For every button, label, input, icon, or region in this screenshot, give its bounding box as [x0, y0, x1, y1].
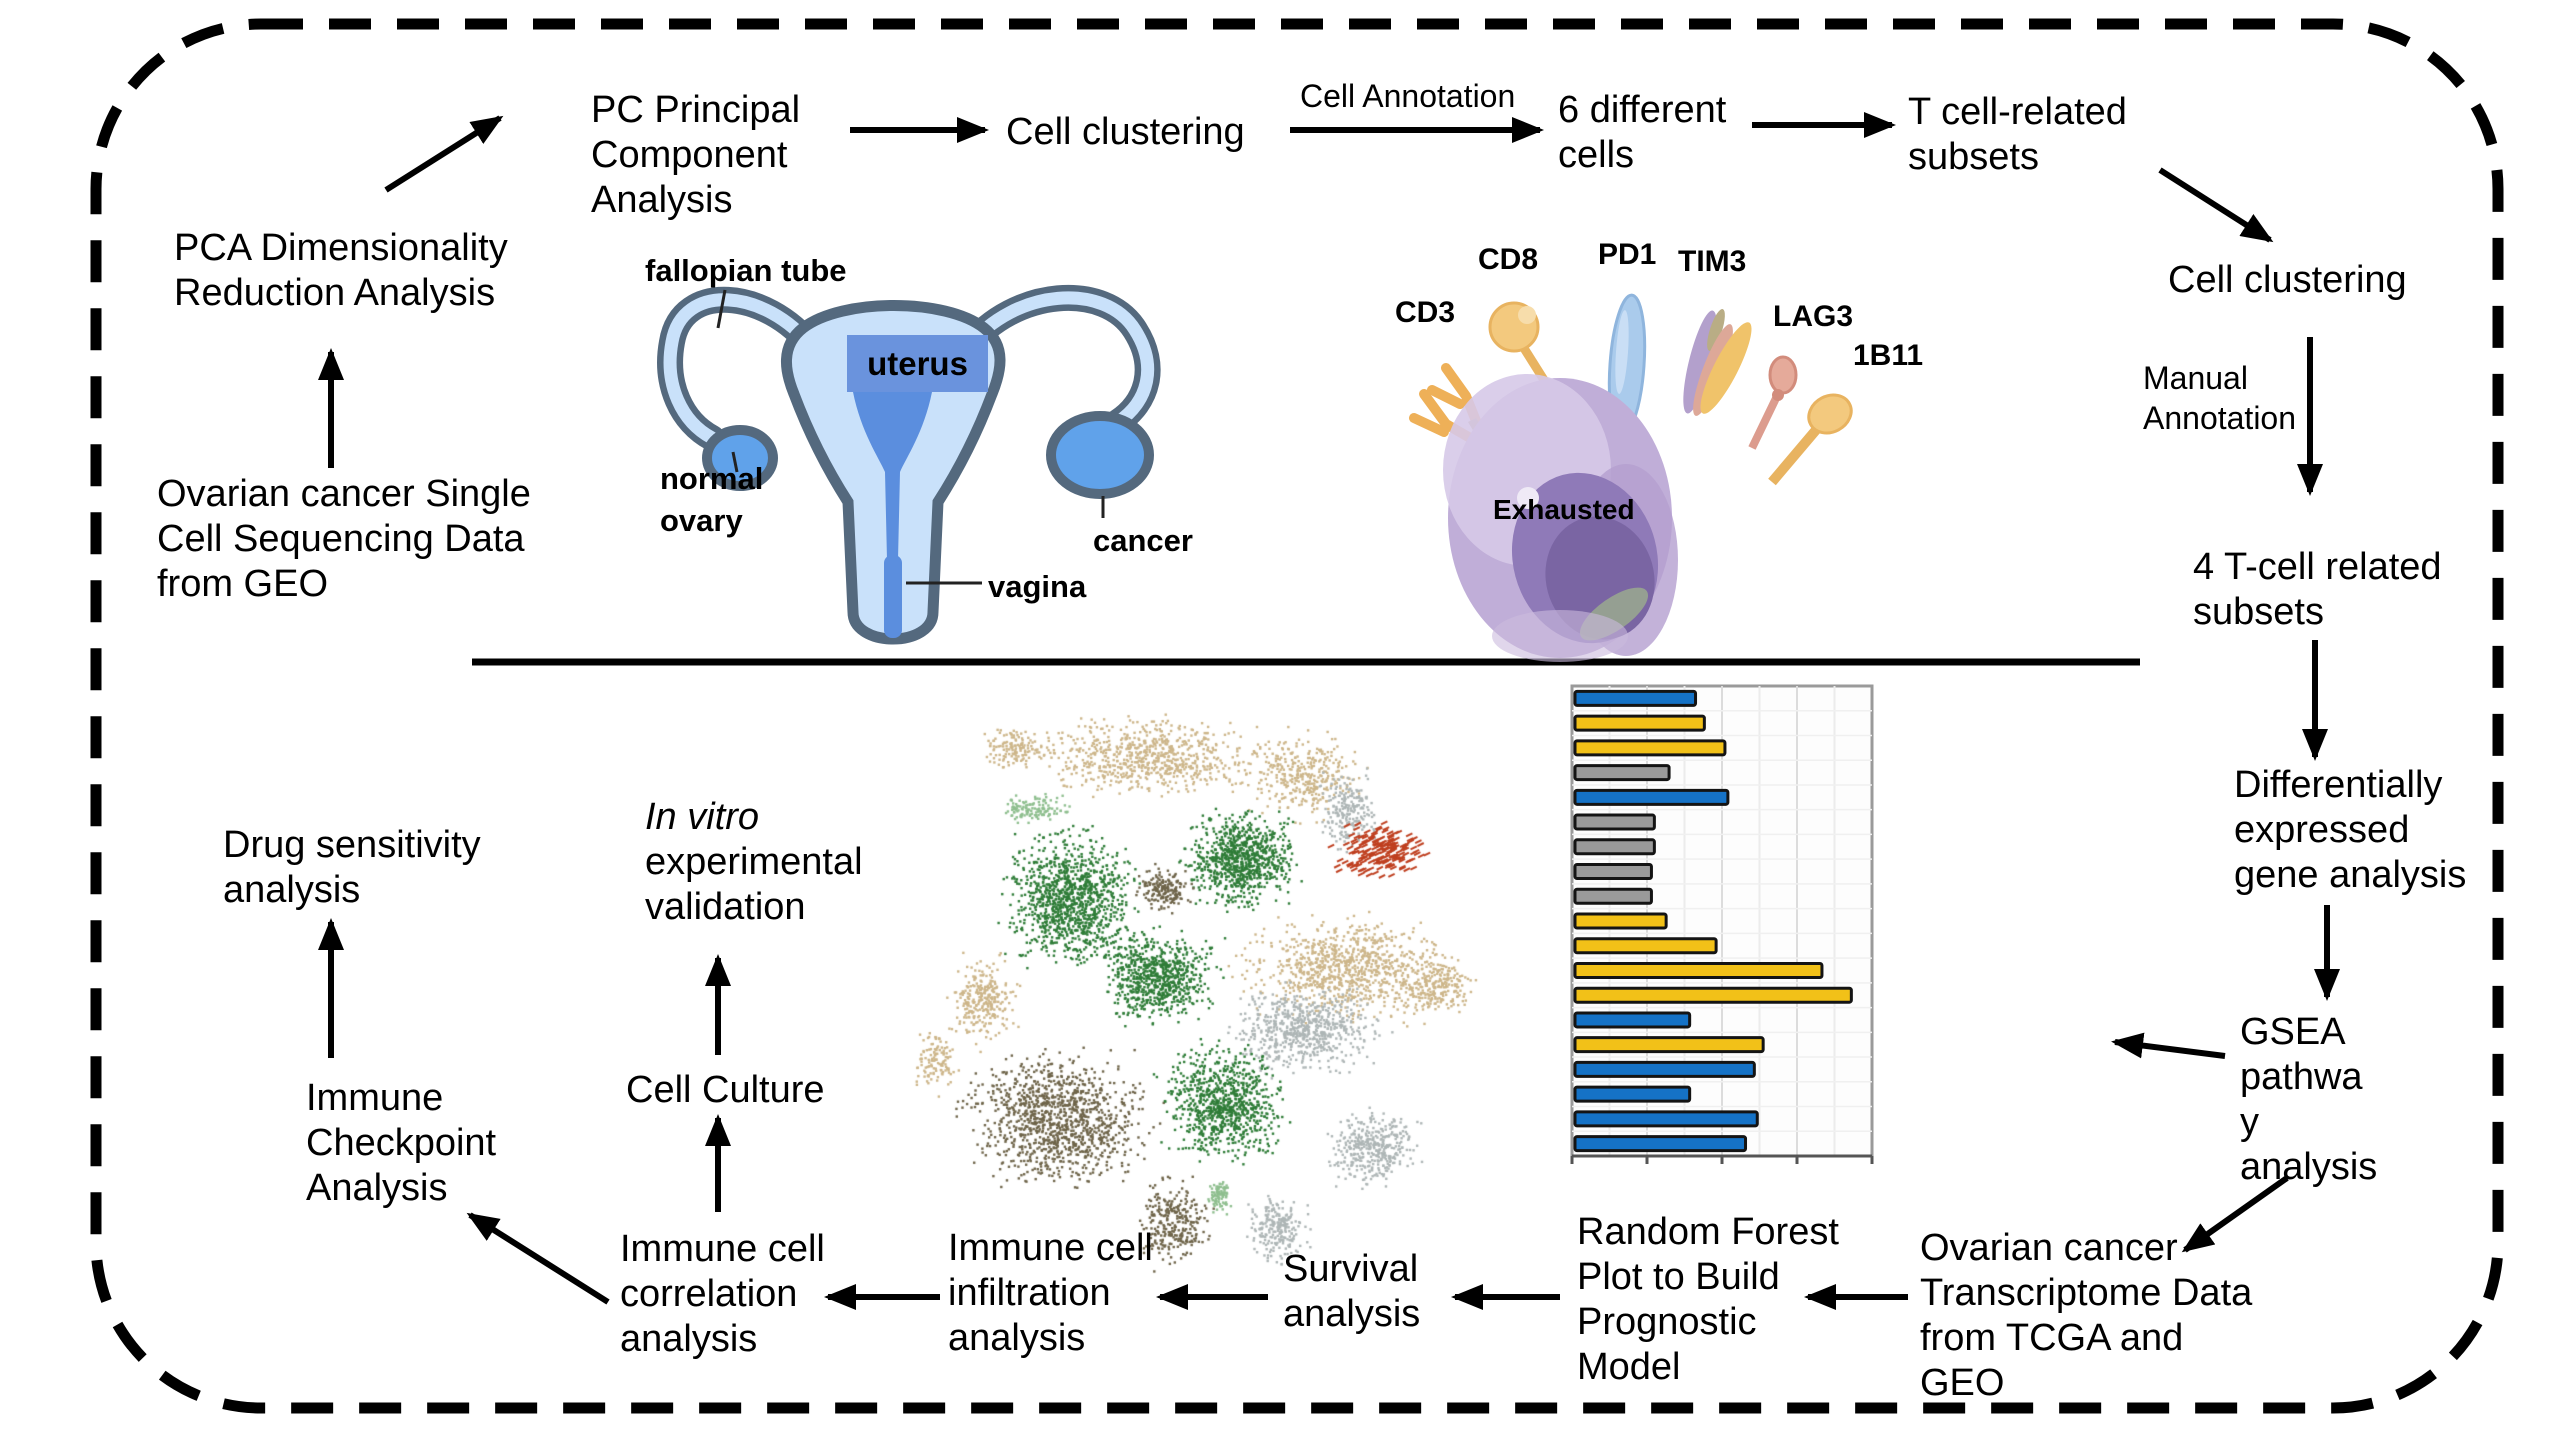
exhausted-tcell-illustration	[1409, 293, 1853, 662]
node-cell-culture: Cell Culture	[626, 1069, 825, 1111]
node-four-tcell-subsets: 4 T-cell related subsets	[2193, 546, 2442, 633]
dashed-border	[90, 18, 2504, 1414]
node-infiltration-analysis: Immune cell infiltration analysis	[948, 1227, 1153, 1359]
node-six-different-cells: 6 different cells	[1558, 89, 1727, 176]
label-marker-1b11: 1B11	[1853, 339, 1924, 372]
edge-label-manual-annotation: Manual Annotation	[2143, 360, 2297, 436]
label-exhausted: Exhausted	[1493, 494, 1635, 525]
node-cell-clustering-top: Cell clustering	[1006, 111, 1245, 153]
normal-ovary-shape	[702, 425, 778, 491]
node-sc-data: Ovarian cancer Single Cell Sequencing Da…	[157, 473, 531, 605]
node-correlation-analysis: Immune cell correlation analysis	[620, 1228, 825, 1360]
label-marker-lag3: LAG3	[1773, 300, 1854, 333]
node-immune-checkpoint: Immune Checkpoint Analysis	[306, 1077, 497, 1209]
label-marker-cd8: CD8	[1478, 243, 1539, 276]
node-drug-sensitivity: Drug sensitivity analysis	[223, 824, 481, 911]
node-cell-clustering-right: Cell clustering	[2168, 259, 2407, 301]
invitro-italic-text: In vitro	[645, 796, 760, 838]
label-marker-pd1: PD1	[1598, 238, 1657, 271]
label-uterus: uterus	[847, 335, 988, 392]
edge-label-cell-annotation: Cell Annotation	[1300, 78, 1516, 114]
cancer-ovary-shape	[1046, 411, 1154, 499]
label-cancer: cancer	[1093, 523, 1193, 558]
node-pc-principal: PC Principal Component Analysis	[591, 89, 801, 221]
label-normal-ovary: normal ovary	[660, 461, 764, 538]
node-deg-analysis: Differentially expressed gene analysis	[2234, 764, 2467, 896]
label-marker-tim3: TIM3	[1678, 245, 1747, 278]
label-fallopian-tube: fallopian tube	[645, 253, 847, 288]
node-survival-analysis: Survival analysis	[1283, 1248, 1421, 1335]
node-ov-transcriptome: Ovarian cancer Transcriptome Data from T…	[1920, 1227, 2253, 1404]
invitro-rest-text: experimental validation	[645, 841, 863, 928]
label-marker-cd3: CD3	[1395, 296, 1456, 329]
node-pca-dimensionality: PCA Dimensionality Reduction Analysis	[174, 227, 508, 314]
label-vagina: vagina	[988, 569, 1087, 604]
flow-arrows	[318, 112, 2340, 1310]
node-invitro-validation: In vitro experimental validation	[645, 795, 863, 930]
node-random-forest: Random Forest Plot to Build Prognostic M…	[1577, 1211, 1839, 1388]
node-gsea-analysis: GSEA pathwa y analysis	[2240, 1011, 2378, 1188]
random-forest-bar-chart	[1570, 684, 1874, 1164]
node-tcell-subsets: T cell-related subsets	[1908, 91, 2127, 178]
